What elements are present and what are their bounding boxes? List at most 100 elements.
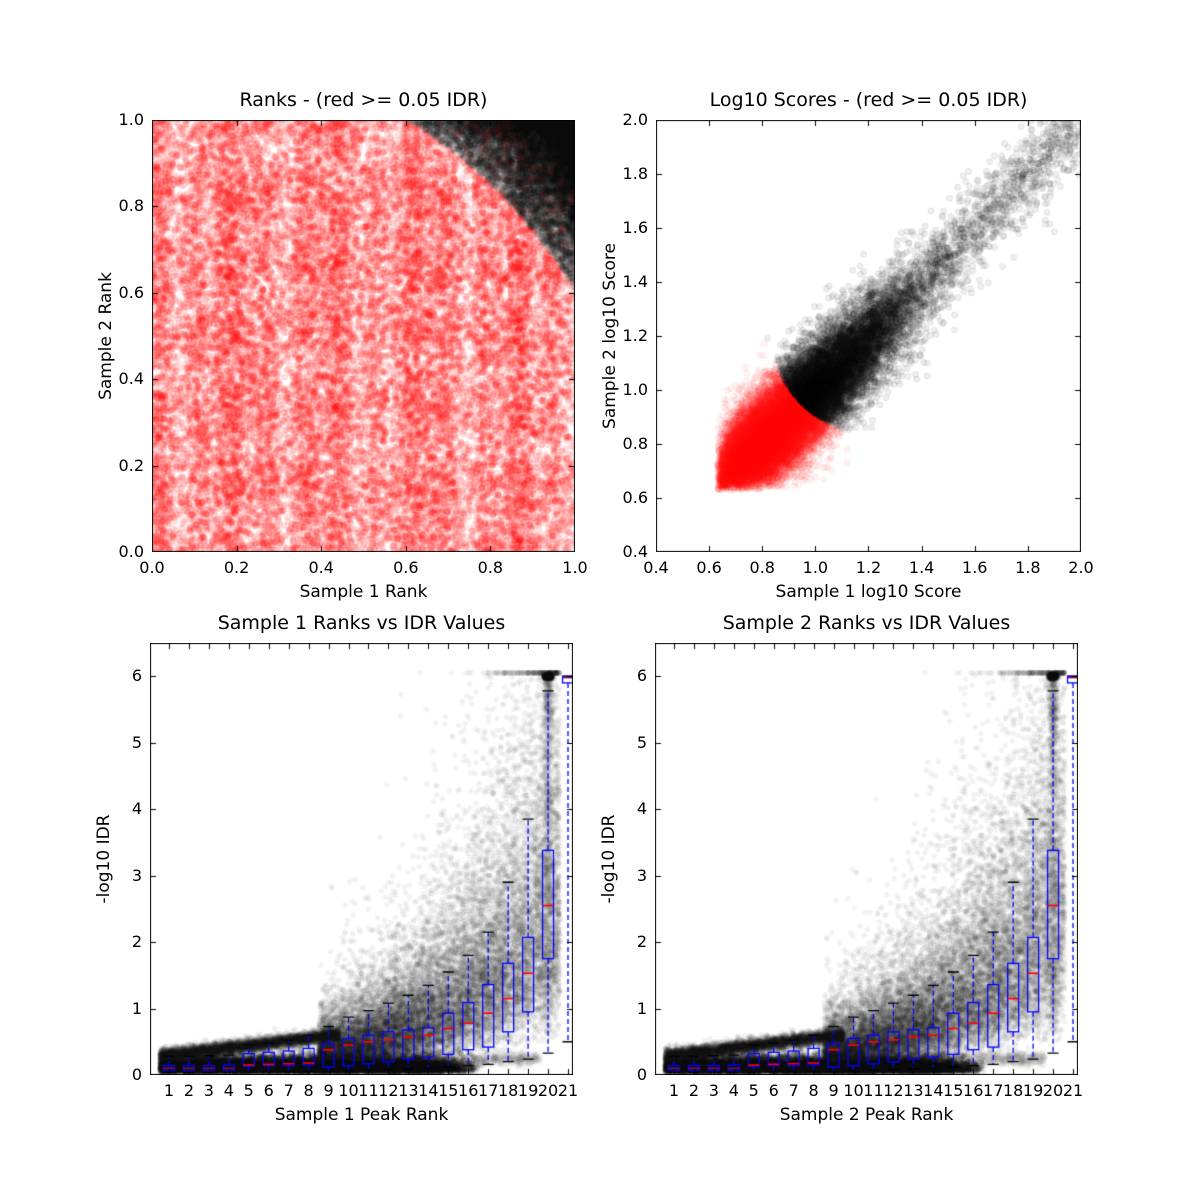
- x-tick-label: 14: [923, 1081, 944, 1100]
- sample1-idr-title: Sample 1 Ranks vs IDR Values: [217, 612, 506, 634]
- x-tick-label: 9: [828, 1081, 839, 1100]
- x-tick-label: 7: [788, 1081, 799, 1100]
- x-tick-label: 1.6: [962, 558, 988, 577]
- x-tick-label: 8: [303, 1081, 314, 1100]
- y-tick-label: 1: [636, 998, 647, 1018]
- x-tick-label: 7: [283, 1081, 294, 1100]
- rank-scatter-title: Ranks - (red >= 0.05 IDR): [239, 89, 488, 111]
- x-tick-label: 15: [438, 1081, 459, 1100]
- x-tick-label: 0.6: [696, 558, 722, 577]
- y-tick-label: 2: [131, 932, 142, 952]
- x-tick-label: 0.8: [477, 558, 504, 577]
- x-tick-label: 1: [668, 1081, 680, 1100]
- x-tick-label: 11: [358, 1081, 379, 1100]
- x-tick-label: 10: [338, 1081, 359, 1100]
- x-tick-label: 18: [1002, 1081, 1024, 1100]
- y-tick-label: 2: [636, 932, 647, 952]
- y-tick-label: 1.4: [622, 272, 648, 291]
- x-tick-label: 21: [557, 1081, 579, 1100]
- x-tick-label: 12: [378, 1081, 399, 1100]
- y-tick-label: 6: [131, 666, 142, 686]
- x-tick-label: 16: [458, 1081, 479, 1100]
- x-tick-label: 0.4: [308, 558, 334, 577]
- y-tick-label: 1.0: [118, 110, 144, 129]
- x-tick-label: 13: [903, 1081, 924, 1100]
- x-tick-label: 15: [943, 1081, 964, 1100]
- sample2-idr-title: Sample 2 Ranks vs IDR Values: [722, 612, 1011, 634]
- x-tick-label: 1.4: [908, 558, 935, 577]
- y-tick-label: 0.4: [118, 369, 144, 389]
- y-tick-label: 4: [131, 799, 142, 819]
- x-tick-label: 16: [963, 1081, 984, 1100]
- sample1-idr-plot-canvas: [150, 643, 573, 1075]
- rank-scatter-x-axis-label: Sample 1 Rank: [299, 582, 428, 602]
- x-tick-label: 4: [223, 1081, 234, 1100]
- y-tick-label: 0.6: [118, 282, 144, 302]
- x-tick-label: 9: [323, 1081, 334, 1100]
- y-tick-label: 0.2: [118, 455, 144, 475]
- y-tick-label: 1.8: [622, 164, 648, 183]
- x-tick-label: 1: [163, 1081, 175, 1100]
- x-tick-label: 3: [708, 1081, 719, 1100]
- x-tick-label: 0.6: [393, 558, 419, 577]
- y-tick-label: 1.2: [622, 326, 648, 345]
- x-tick-label: 17: [478, 1081, 499, 1100]
- y-tick-label: 0.8: [622, 434, 648, 453]
- y-tick-label: 0.8: [118, 196, 144, 216]
- y-tick-label: 1: [131, 998, 142, 1018]
- x-tick-label: 13: [398, 1081, 419, 1100]
- sample1-idr-x-axis-label: Sample 1 Peak Rank: [274, 1105, 449, 1125]
- x-tick-label: 1.8: [1015, 558, 1041, 577]
- x-tick-label: 12: [883, 1081, 904, 1100]
- x-tick-label: 6: [263, 1081, 274, 1100]
- y-tick-label: 0: [636, 1065, 647, 1084]
- y-tick-label: 0.4: [622, 542, 648, 561]
- x-tick-label: 20: [1042, 1081, 1064, 1100]
- score-scatter-x-axis-label: Sample 1 log10 Score: [775, 582, 962, 602]
- x-tick-label: 1.0: [802, 558, 829, 577]
- sample2-idr-x-axis-label: Sample 2 Peak Rank: [779, 1105, 954, 1125]
- x-tick-label: 0.0: [139, 558, 165, 577]
- y-tick-label: 6: [636, 666, 647, 686]
- y-tick-label: 1.0: [622, 380, 648, 399]
- x-tick-label: 19: [517, 1081, 539, 1100]
- x-tick-label: 18: [497, 1081, 519, 1100]
- y-tick-label: 3: [131, 865, 142, 885]
- y-tick-label: 5: [131, 732, 142, 752]
- y-tick-label: 1.6: [622, 218, 648, 237]
- x-tick-label: 1.0: [562, 558, 588, 577]
- x-tick-label: 5: [748, 1081, 759, 1100]
- x-tick-label: 5: [243, 1081, 254, 1100]
- y-tick-label: 0: [131, 1065, 142, 1084]
- x-tick-label: 0.4: [643, 558, 669, 577]
- y-tick-label: 5: [636, 732, 647, 752]
- y-tick-label: 2.0: [622, 110, 648, 129]
- x-tick-label: 2: [688, 1081, 699, 1100]
- x-tick-label: 6: [768, 1081, 779, 1100]
- y-tick-label: 0.0: [118, 542, 144, 561]
- x-tick-label: 11: [863, 1081, 884, 1100]
- x-tick-label: 14: [418, 1081, 439, 1100]
- x-tick-label: 17: [983, 1081, 1004, 1100]
- rank-scatter-plot-canvas: [152, 120, 575, 552]
- x-tick-label: 4: [728, 1081, 739, 1100]
- sample2-idr-y-axis-label: -log10 IDR: [599, 814, 619, 904]
- x-tick-label: 0.8: [749, 558, 775, 577]
- x-tick-label: 20: [537, 1081, 559, 1100]
- x-tick-label: 8: [808, 1081, 819, 1100]
- y-tick-label: 3: [636, 865, 647, 885]
- x-tick-label: 10: [843, 1081, 864, 1100]
- sample1-idr-y-axis-label: -log10 IDR: [94, 814, 114, 904]
- y-tick-label: 4: [636, 799, 647, 819]
- x-tick-label: 3: [203, 1081, 214, 1100]
- x-tick-label: 0.2: [223, 558, 250, 577]
- score-scatter-plot-canvas: [656, 120, 1081, 552]
- x-tick-label: 1.2: [855, 558, 882, 577]
- x-tick-label: 2: [183, 1081, 194, 1100]
- sample2-idr-plot-canvas: [655, 643, 1078, 1075]
- y-tick-label: 0.6: [622, 488, 648, 507]
- x-tick-label: 21: [1062, 1081, 1084, 1100]
- x-tick-label: 19: [1022, 1081, 1044, 1100]
- score-scatter-title: Log10 Scores - (red >= 0.05 IDR): [709, 89, 1028, 111]
